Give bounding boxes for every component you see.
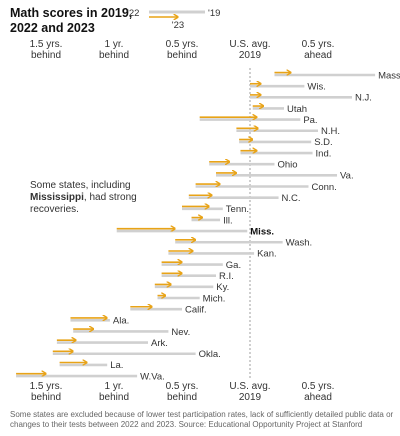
footnote: Some states are excluded because of lowe…	[10, 410, 394, 429]
annotation-line-1: Some states, including	[30, 180, 131, 191]
state-label-calif: Calif.	[185, 304, 207, 315]
state-label-ill: Ill.	[223, 215, 233, 226]
state-label-miss: Miss.	[250, 226, 274, 237]
x-tick-label-bottom-1-0: 1 yr.	[105, 381, 124, 392]
x-tick-label-bottom-4-0: 0.5 yrs.	[302, 381, 335, 392]
state-label-va: Va.	[340, 171, 354, 182]
state-label-kan: Kan.	[257, 249, 277, 260]
chart-title-line-2: 2022 and 2023	[10, 21, 95, 35]
x-tick-label-top-4-1: ahead	[304, 50, 332, 61]
x-tick-label-bottom-0-1: behind	[31, 392, 61, 403]
state-label-ala: Ala.	[113, 316, 129, 327]
x-tick-label-top-0-1: behind	[31, 50, 61, 61]
state-label-n-c: N.C.	[282, 193, 301, 204]
state-row-ill: Ill.	[191, 215, 233, 226]
x-tick-label-top-1-0: 1 yr.	[105, 39, 124, 50]
state-row-wis: Wis.	[250, 81, 326, 92]
state-row-ohio: Ohio	[209, 160, 298, 171]
annotation-line-2: Mississippi, had strong	[30, 192, 137, 203]
state-label-mich: Mich.	[203, 293, 226, 304]
state-row-nev: Nev.	[73, 327, 190, 338]
state-label-utah: Utah	[287, 104, 307, 115]
state-row-wash: Wash.	[175, 238, 312, 249]
annotation-highlight-state: Mississippi	[30, 192, 84, 203]
state-label-ohio: Ohio	[277, 160, 297, 171]
state-row-miss: Miss.	[116, 226, 274, 237]
state-row-la: La.	[59, 360, 123, 371]
state-label-w-va: W.Va.	[140, 371, 165, 382]
state-row-n-h: N.H.	[236, 126, 340, 137]
chart-title-line-1: Math scores in 2019,	[10, 6, 132, 20]
state-row-ark: Ark.	[56, 338, 168, 349]
legend-label-2022: '22	[127, 8, 139, 19]
state-row-mich: Mich.	[157, 293, 226, 304]
x-tick-label-bottom-0-0: 1.5 yrs.	[30, 381, 63, 392]
state-row-r-i: R.I.	[161, 271, 234, 282]
state-label-okla: Okla.	[199, 349, 221, 360]
state-label-wash: Wash.	[286, 238, 313, 249]
state-row-mass: Mass.	[274, 70, 400, 81]
state-label-pa: Pa.	[303, 115, 317, 126]
state-row-okla: Okla.	[52, 349, 221, 360]
state-label-ky: Ky.	[216, 282, 229, 293]
state-label-la: La.	[110, 360, 123, 371]
state-row-tenn: Tenn.	[182, 204, 249, 215]
state-row-kan: Kan.	[168, 249, 277, 260]
state-row-ind: Ind.	[240, 148, 331, 159]
x-tick-label-bottom-2-0: 0.5 yrs.	[166, 381, 199, 392]
state-row-s-d: S.D.	[239, 137, 333, 148]
x-tick-label-top-4-0: 0.5 yrs.	[302, 39, 335, 50]
state-label-s-d: S.D.	[314, 137, 332, 148]
annotation-line-3: recoveries.	[30, 204, 79, 215]
x-tick-label-top-3-1: 2019	[239, 50, 262, 61]
state-row-n-c: N.C.	[188, 193, 301, 204]
recovery-annotation: Some states, including Mississippi, had …	[30, 180, 137, 215]
state-row-conn: Conn.	[195, 182, 337, 193]
legend-label-2023: '23	[172, 20, 184, 31]
x-tick-label-bottom-3-1: 2019	[239, 392, 262, 403]
legend: '22 '19 '23	[127, 8, 220, 31]
state-row-ga: Ga.	[161, 260, 241, 271]
state-label-nev: Nev.	[171, 327, 190, 338]
state-row-utah: Utah	[252, 104, 307, 115]
state-row-n-j: N.J.	[250, 93, 372, 104]
x-tick-label-bottom-4-1: ahead	[304, 392, 332, 403]
math-scores-chart: Math scores in 2019, 2022 and 2023 '22 '…	[10, 6, 400, 403]
x-tick-label-top-2-0: 0.5 yrs.	[166, 39, 199, 50]
state-label-ind: Ind.	[316, 148, 332, 159]
state-label-n-j: N.J.	[355, 93, 372, 104]
state-row-calif: Calif.	[130, 304, 207, 315]
x-tick-label-bottom-1-1: behind	[99, 392, 129, 403]
x-tick-label-top-1-1: behind	[99, 50, 129, 61]
state-label-r-i: R.I.	[219, 271, 234, 282]
x-tick-label-top-2-1: behind	[167, 50, 197, 61]
x-tick-label-bottom-3-0: U.S. avg.	[229, 381, 270, 392]
state-row-ky: Ky.	[154, 282, 229, 293]
x-tick-label-top-0-0: 1.5 yrs.	[30, 39, 63, 50]
state-row-ala: Ala.	[70, 316, 129, 327]
state-label-ga: Ga.	[226, 260, 241, 271]
state-row-va: Va.	[216, 171, 354, 182]
annotation-line-2-rest: , had strong	[84, 192, 137, 203]
state-label-mass: Mass.	[378, 70, 400, 81]
x-tick-label-bottom-2-1: behind	[167, 392, 197, 403]
state-label-n-h: N.H.	[321, 126, 340, 137]
state-label-tenn: Tenn.	[226, 204, 249, 215]
legend-label-2019: '19	[208, 8, 220, 19]
x-tick-label-top-3-0: U.S. avg.	[229, 39, 270, 50]
state-row-w-va: W.Va.	[16, 371, 165, 382]
state-label-conn: Conn.	[311, 182, 336, 193]
state-label-wis: Wis.	[307, 81, 325, 92]
state-row-pa: Pa.	[199, 115, 318, 126]
state-label-ark: Ark.	[151, 338, 168, 349]
